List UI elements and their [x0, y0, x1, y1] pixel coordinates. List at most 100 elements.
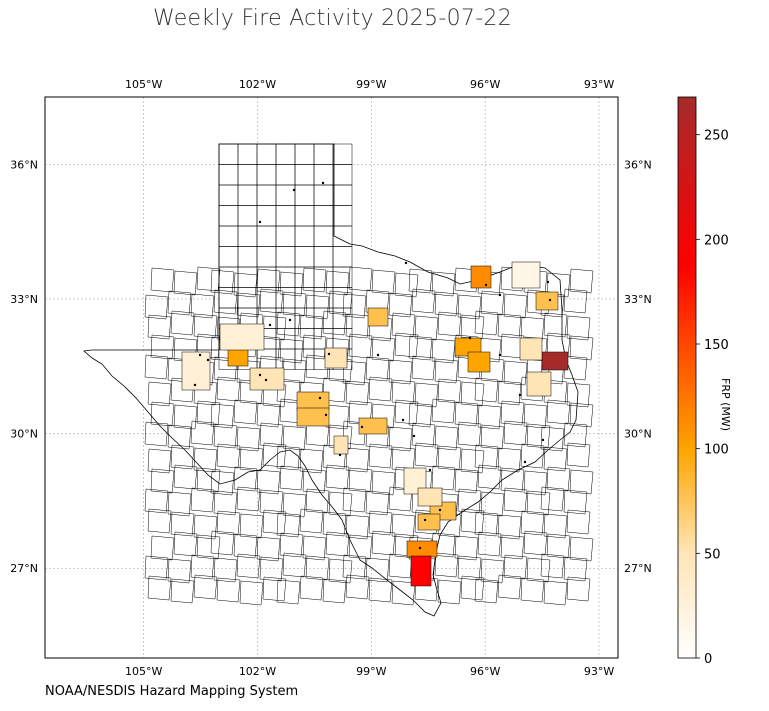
county [431, 398, 456, 424]
county [454, 267, 479, 293]
axis-labels: 105°W 105°W 102°W 102°W 99°W 99°W 96°W 96°W 93°W… [10, 78, 651, 678]
county [193, 514, 218, 540]
county [262, 576, 287, 602]
county [173, 404, 198, 430]
county [566, 442, 591, 468]
county [196, 467, 221, 493]
county [431, 338, 456, 364]
county [210, 403, 235, 429]
county [566, 509, 591, 535]
hotspot [321, 181, 325, 185]
county [500, 534, 525, 560]
hotspot [288, 318, 292, 322]
county [408, 402, 433, 428]
county [500, 467, 525, 493]
lon-tick-bottom: 102°W [239, 665, 276, 678]
county [520, 510, 545, 536]
county [216, 510, 241, 536]
county [279, 465, 304, 491]
county [345, 447, 370, 473]
county [474, 377, 499, 403]
county [569, 536, 594, 562]
county [460, 575, 485, 601]
lat-tick-left: 30°N [10, 428, 38, 441]
county [213, 289, 238, 315]
county [299, 448, 324, 474]
county [233, 399, 258, 425]
hotspot [523, 460, 527, 464]
county [256, 469, 281, 495]
hotspot [484, 283, 488, 287]
county [569, 469, 594, 495]
colorbar-ticks: 0 50 100 150 200 250 [696, 129, 729, 667]
county [147, 508, 172, 534]
county [477, 404, 502, 430]
county [210, 269, 235, 295]
county [256, 536, 281, 562]
county [457, 421, 482, 447]
county [190, 420, 215, 446]
county [259, 422, 284, 448]
county [196, 400, 221, 426]
county [325, 270, 350, 296]
hotspot [404, 261, 408, 265]
county [474, 310, 499, 336]
county [503, 420, 528, 446]
hotspot [198, 353, 202, 357]
colorbar-tick-label: 200 [704, 233, 729, 248]
county [150, 535, 175, 561]
county [216, 443, 241, 469]
county [259, 556, 284, 582]
county [150, 267, 175, 293]
hotspot [376, 353, 380, 357]
county [193, 313, 218, 339]
county [437, 445, 462, 471]
county [342, 554, 367, 580]
county [305, 488, 330, 514]
county [457, 488, 482, 514]
shaded-county [296, 391, 330, 411]
county [480, 491, 505, 517]
county [526, 423, 551, 449]
county [526, 490, 551, 516]
shaded-county [541, 351, 569, 371]
county [480, 357, 505, 383]
county [305, 294, 330, 320]
county [569, 402, 594, 428]
county [190, 487, 215, 513]
county [480, 290, 505, 316]
county [569, 335, 594, 361]
lat-tick-left: 27°N [10, 562, 38, 575]
county [540, 553, 565, 579]
county [236, 292, 261, 318]
lat-tick-left: 33°N [10, 293, 38, 306]
shaded-county [417, 513, 441, 531]
county [546, 399, 571, 425]
colorbar-label: FRP (MW) [719, 378, 732, 432]
county [566, 382, 591, 408]
county [167, 558, 192, 584]
hotspot [428, 468, 432, 472]
county [167, 491, 192, 517]
county [345, 574, 370, 600]
county [299, 575, 324, 601]
county [147, 448, 172, 474]
county [500, 400, 525, 426]
county [328, 558, 353, 584]
county [388, 426, 413, 452]
lat-tick-left: 36°N [10, 158, 38, 171]
county [523, 403, 548, 429]
county [365, 557, 390, 583]
county [460, 448, 485, 474]
hotspot [327, 352, 331, 356]
lon-tick-top: 105°W [125, 78, 162, 91]
county [256, 268, 281, 294]
county [302, 468, 327, 494]
county [193, 574, 218, 600]
county [150, 334, 175, 360]
county [259, 288, 284, 314]
lon-tick-bottom: 105°W [125, 665, 162, 678]
county [563, 422, 588, 448]
county [540, 486, 565, 512]
